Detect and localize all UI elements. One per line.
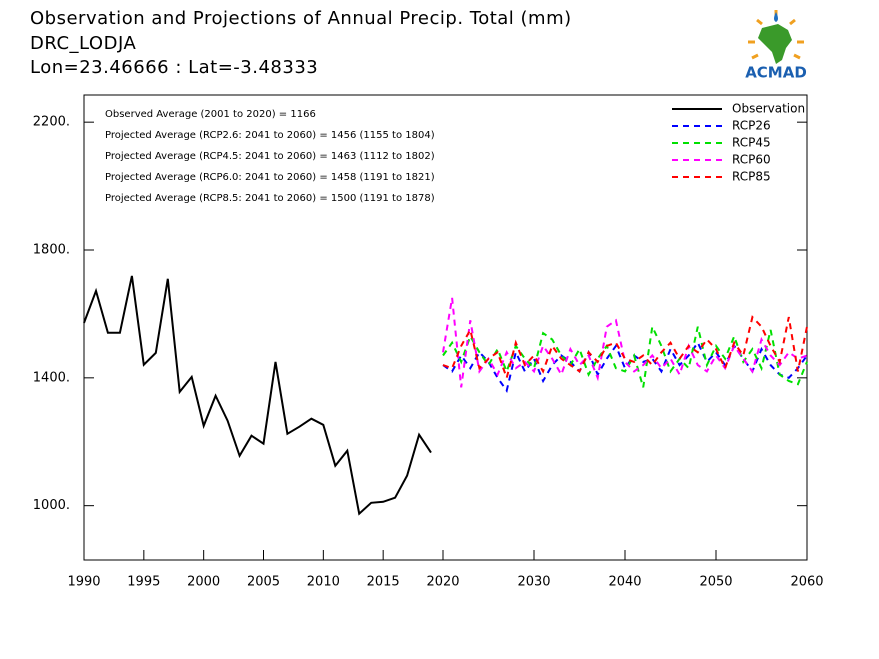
- logo-text: ACMAD: [745, 64, 807, 82]
- annotation: Observed Average (2001 to 2020) = 1166: [105, 109, 316, 120]
- x-tick-label: 1995: [127, 575, 160, 590]
- series-line: [442, 315, 808, 382]
- series-line: [83, 275, 432, 516]
- logo: ACMAD: [745, 10, 807, 82]
- legend-label: Observation: [732, 102, 805, 116]
- location: Lon=23.46666 : Lat=-3.48333: [30, 57, 318, 78]
- annotation: Projected Average (RCP8.5: 2041 to 2060)…: [105, 193, 435, 204]
- x-tick-label: 2010: [307, 575, 340, 590]
- y-tick-label: 1400.: [33, 370, 70, 385]
- annotation: Projected Average (RCP4.5: 2041 to 2060)…: [105, 151, 435, 162]
- x-tick-label: 2000: [187, 575, 220, 590]
- legend-label: RCP60: [732, 153, 771, 167]
- chart-subtitle: DRC_LODJA: [30, 33, 136, 54]
- x-tick-label: 2030: [517, 575, 550, 590]
- legend-label: RCP26: [732, 119, 771, 133]
- series-line: [442, 323, 808, 388]
- annotation: Projected Average (RCP2.6: 2041 to 2060)…: [105, 130, 435, 141]
- y-tick-label: 1000.: [33, 498, 70, 513]
- legend-label: RCP85: [732, 170, 771, 184]
- chart-title: Observation and Projections of Annual Pr…: [30, 8, 572, 29]
- x-tick-label: 2015: [367, 575, 400, 590]
- x-tick-label: 2005: [247, 575, 280, 590]
- annotation: Projected Average (RCP6.0: 2041 to 2060)…: [105, 172, 435, 183]
- series-line: [442, 297, 808, 388]
- x-tick-label: 2060: [790, 575, 823, 590]
- y-tick-label: 1800.: [33, 243, 70, 258]
- x-tick-label: 2040: [608, 575, 641, 590]
- x-tick-label: 2050: [699, 575, 732, 590]
- x-tick-label: 1990: [67, 575, 100, 590]
- x-tick-label: 2020: [426, 575, 459, 590]
- y-tick-label: 2200.: [33, 115, 70, 130]
- legend-label: RCP45: [732, 136, 771, 150]
